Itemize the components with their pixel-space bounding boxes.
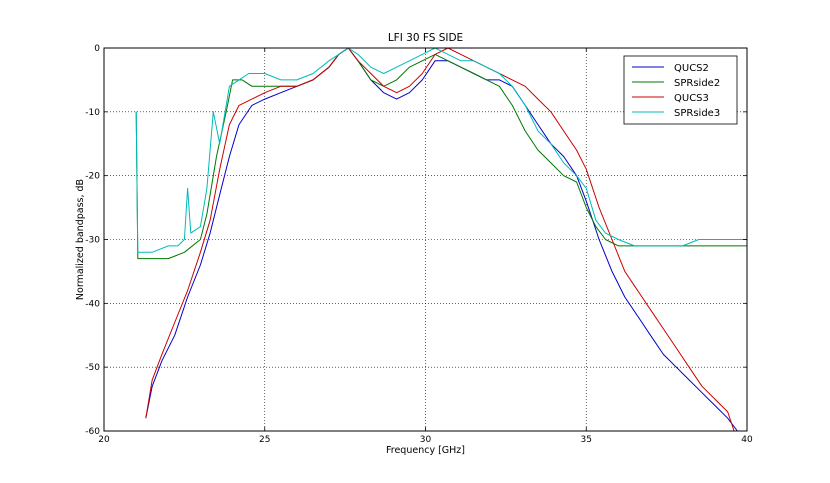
y-axis-title: Normalized bandpass, dB — [75, 179, 86, 300]
series-line-qucs2 — [145, 47, 738, 432]
series-lines — [135, 47, 747, 432]
series-line-sprside3 — [135, 47, 747, 253]
legend-label-sprside2: SPRside2 — [674, 78, 720, 89]
legend-label-qucs2: QUCS2 — [674, 63, 709, 74]
series-line-sprside2 — [135, 47, 747, 260]
y-tick-label: -30 — [85, 236, 100, 246]
x-tick-label: 30 — [420, 435, 432, 445]
x-tick-label: 25 — [259, 435, 270, 445]
axis-ticks: 20 25 30 35 40 0 -10 -20 -30 -40 -50 -60 — [85, 44, 753, 445]
grid — [104, 48, 747, 431]
x-tick-label: 35 — [581, 435, 592, 445]
x-axis-title: Frequency [GHz] — [386, 445, 465, 456]
y-tick-label: -20 — [85, 172, 100, 182]
y-tick-label: -40 — [85, 299, 100, 309]
series-line-qucs3 — [145, 47, 735, 432]
y-tick-label: -50 — [85, 363, 100, 373]
y-tick-label: 0 — [94, 44, 100, 54]
y-tick-label: -10 — [85, 108, 100, 118]
y-tick-label: -60 — [85, 427, 100, 437]
legend-label-sprside3: SPRside3 — [674, 108, 720, 119]
x-tick-label: 40 — [741, 435, 753, 445]
x-tick-label: 20 — [98, 435, 110, 445]
chart-title: LFI 30 FS SIDE — [388, 32, 463, 44]
legend-label-qucs3: QUCS3 — [674, 93, 709, 104]
legend: QUCS2 SPRside2 QUCS3 SPRside3 — [623, 55, 738, 125]
